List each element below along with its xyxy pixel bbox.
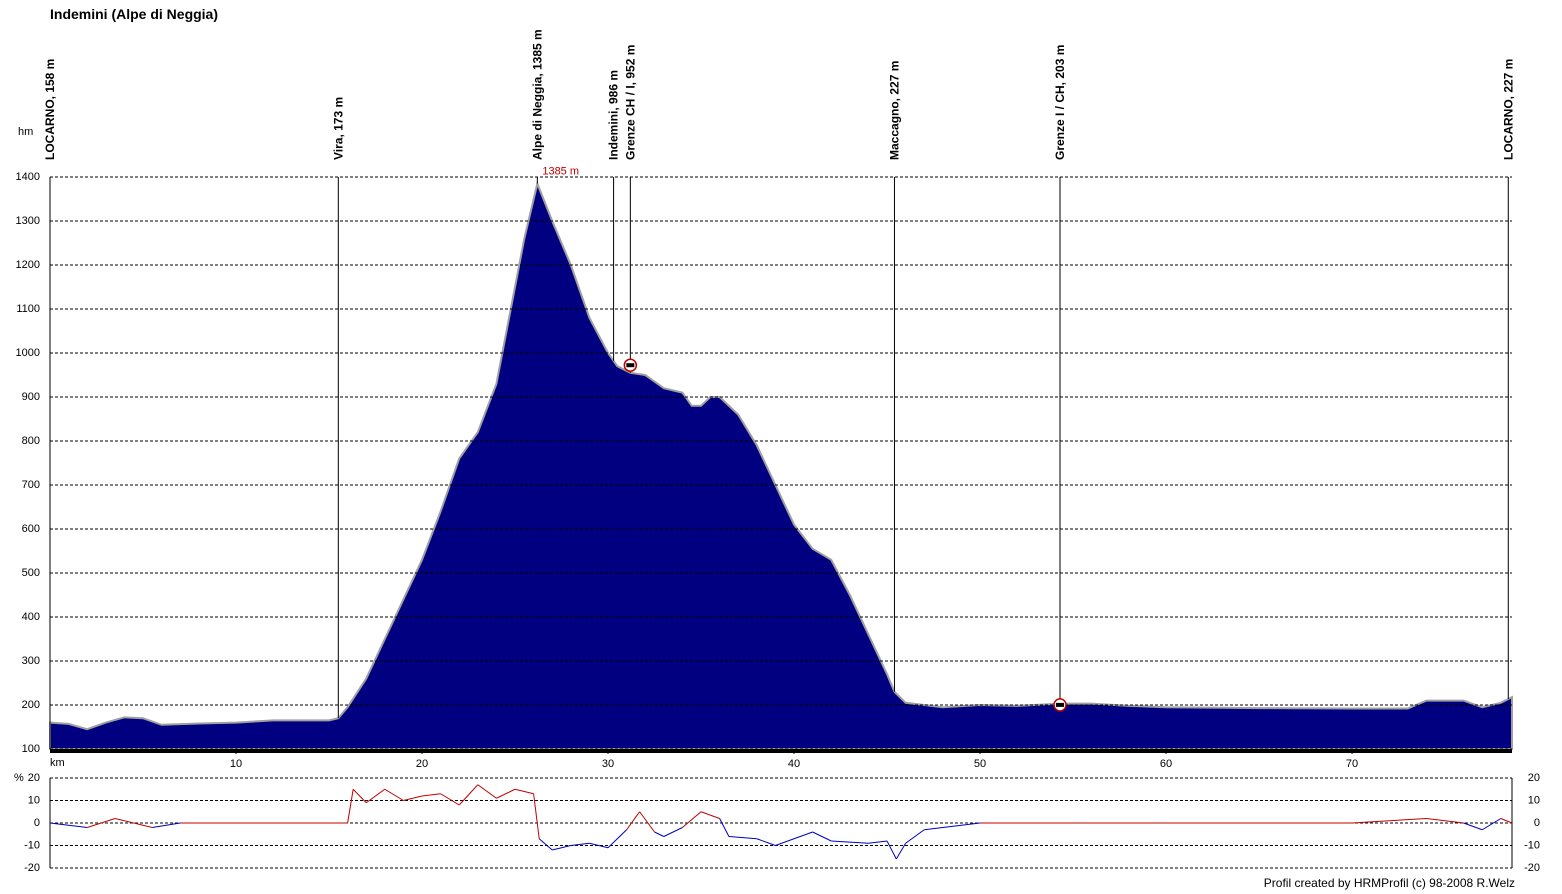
gradient-segment [775,838,795,846]
y-axis-label: % [14,772,24,784]
gradient-segment [607,829,627,849]
y-tick-label: 1300 [16,215,40,227]
gradient-segment [552,845,571,851]
gradient-segment [514,788,534,795]
gradient-segment [719,818,730,837]
gradient-segment [812,831,832,842]
y-tick-label: 600 [22,523,40,535]
x-tick-label: 70 [1346,758,1358,770]
gradient-segment [533,793,540,839]
gradient-segment [365,788,386,804]
border-icon-bar [626,363,635,368]
x-tick-label: 40 [788,758,800,770]
x-axis-label: km [50,757,65,769]
gradient-segment [440,793,460,806]
elevation-area [49,180,1513,750]
gradient-segment [352,788,367,804]
gradient-segment [682,811,702,828]
gradient-segment [152,822,181,828]
x-tick-label: 20 [416,758,428,770]
waypoint-label: Maccagno, 227 m [887,61,901,160]
y-tick-label: 200 [22,699,40,711]
y-axis-label: hm [18,126,33,138]
waypoint-label: LOCARNO, 158 m [43,59,57,160]
y-tick-label: 20 [28,772,40,784]
gradient-segment [1426,818,1464,824]
gradient-segment [1481,818,1502,831]
waypoint-label: Indemini, 986 m [607,70,621,160]
y-tick-label: -20 [24,862,40,874]
gradient-segment [1352,818,1427,824]
gradient-segment [570,842,590,846]
border-icon-bar [1056,702,1065,707]
gradient-segment [49,822,88,828]
y-tick-label: 400 [22,611,40,623]
gradient-segment [87,818,116,828]
gradient-segment [663,827,683,837]
gradient-segment [496,788,516,799]
y-tick-label: -10 [24,839,40,851]
y-tick-label: 700 [22,479,40,491]
y-tick-label: 1100 [16,303,40,315]
y-tick-label: 100 [22,743,40,755]
gradient-segment [793,831,813,840]
footer: Profil created by HRMProfil (c) 98-2008 … [1264,876,1515,890]
y-tick-label-right: -20 [1524,862,1540,874]
gradient-segment [114,818,153,828]
chart-title: Indemini (Alpe di Neggia) [50,6,218,22]
gradient-segment [868,840,888,844]
gradient-segment [1500,818,1513,824]
gradient-segment [895,842,907,860]
y-tick-label: 500 [22,567,40,579]
y-tick-label: 900 [22,391,40,403]
x-tick-label: 10 [230,758,242,770]
gradient-segment [458,784,479,806]
x-tick-label: 50 [974,758,986,770]
gradient-segment [384,788,404,801]
gradient-segment [700,811,720,819]
y-tick-label-right: 0 [1534,817,1540,829]
gradient-segment [403,795,423,801]
gradient-segment [421,793,441,797]
y-tick-label: 1400 [16,171,40,183]
y-tick-label: 800 [22,435,40,447]
y-tick-label: 1200 [16,259,40,271]
gradient-segment [347,789,354,824]
gradient-segment [639,811,655,833]
waypoint-label: Alpe di Neggia, 1385 m [530,29,544,160]
gradient-segment [538,838,553,851]
gradient-segment [1463,822,1483,831]
y-tick-label: 300 [22,655,40,667]
waypoint-label: Grenze CH / I, 952 m [623,45,637,160]
y-tick-label-right: 20 [1528,772,1540,784]
gradient-segment [728,836,757,840]
y-tick-label: 1000 [16,347,40,359]
gradient-segment [477,784,497,799]
gradient-segment [626,811,641,831]
waypoint-label: Vira, 173 m [331,97,345,160]
annotation: 1385 m [542,166,579,178]
waypoint-label: LOCARNO, 227 m [1501,59,1515,160]
y-tick-label-right: 10 [1528,794,1540,806]
waypoint-label: Grenze I / CH, 203 m [1053,45,1067,160]
gradient-segment [886,840,897,860]
gradient-segment [905,829,925,844]
gradient-segment [654,831,665,837]
y-tick-label-right: -10 [1524,839,1540,851]
x-tick-label: 30 [602,758,614,770]
x-tick-label: 60 [1160,758,1172,770]
gradient-segment [589,842,609,849]
y-tick-label: 10 [28,794,40,806]
gradient-segment [831,840,869,844]
gradient-segment [756,838,776,846]
y-tick-label: 0 [34,817,40,829]
gradient-segment [924,822,981,831]
